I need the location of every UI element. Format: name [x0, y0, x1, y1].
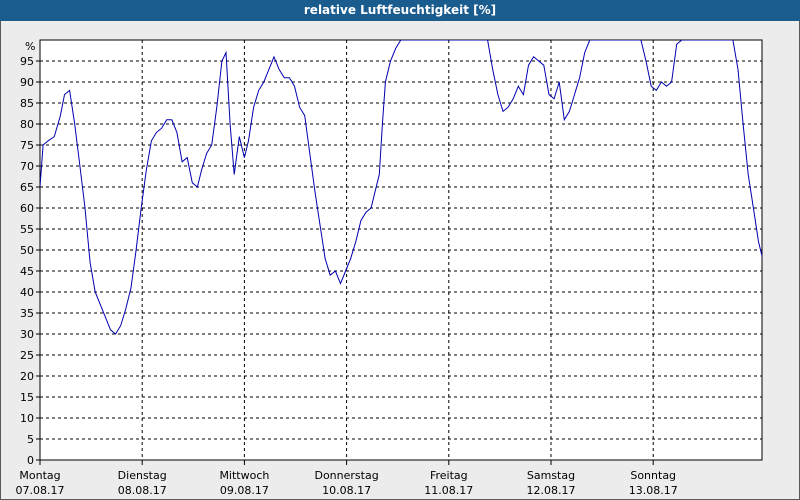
- y-tick-label: 65: [20, 181, 34, 194]
- chart-title: relative Luftfeuchtigkeit [%]: [0, 0, 800, 21]
- y-tick-label: 35: [20, 307, 34, 320]
- y-tick-label: 5: [27, 433, 34, 446]
- x-tick-day-label: Mittwoch: [219, 469, 269, 482]
- x-tick-day-label: Donnerstag: [314, 469, 378, 482]
- y-tick-label: 20: [20, 370, 34, 383]
- y-tick-label: 40: [20, 286, 34, 299]
- x-tick-day-label: Dienstag: [118, 469, 167, 482]
- y-tick-label: 30: [20, 328, 34, 341]
- x-tick-date-label: 11.08.17: [424, 484, 473, 497]
- x-tick-date-label: 13.08.17: [629, 484, 678, 497]
- x-tick-date-label: 10.08.17: [322, 484, 371, 497]
- y-tick-label: 70: [20, 160, 34, 173]
- humidity-series-line: [40, 40, 762, 335]
- x-tick-date-label: 09.08.17: [220, 484, 269, 497]
- y-axis-unit-label: %: [25, 40, 35, 53]
- y-tick-label: 50: [20, 244, 34, 257]
- x-tick-day-label: Freitag: [430, 469, 468, 482]
- y-tick-label: 25: [20, 349, 34, 362]
- series-group: [40, 40, 762, 335]
- x-tick-day-label: Sonntag: [630, 469, 676, 482]
- y-tick-label: 60: [20, 202, 34, 215]
- y-tick-label: 80: [20, 118, 34, 131]
- y-tick-label: 45: [20, 265, 34, 278]
- y-tick-label: 95: [20, 55, 34, 68]
- y-tick-label: 15: [20, 391, 34, 404]
- y-tick-label: 55: [20, 223, 34, 236]
- y-tick-label: 10: [20, 412, 34, 425]
- y-tick-label: 0: [27, 454, 34, 467]
- y-tick-label: 75: [20, 139, 34, 152]
- grid-lines: [40, 40, 762, 460]
- x-tick-date-label: 07.08.17: [16, 484, 65, 497]
- y-tick-label: 90: [20, 76, 34, 89]
- x-tick-date-label: 12.08.17: [527, 484, 576, 497]
- y-tick-label: 85: [20, 97, 34, 110]
- y-axis-ticks: 0 5 10 15 20 25 30 35 40 45 50 55 60 65 70 75 80 85 90 95: [20, 55, 40, 467]
- x-tick-date-label: 08.08.17: [118, 484, 167, 497]
- x-tick-day-label: Montag: [19, 469, 60, 482]
- x-tick-day-label: Samstag: [527, 469, 575, 482]
- x-axis-ticks: Montag 07.08.17 Dienstag 08.08.17 Mittwoch 09…: [16, 460, 678, 497]
